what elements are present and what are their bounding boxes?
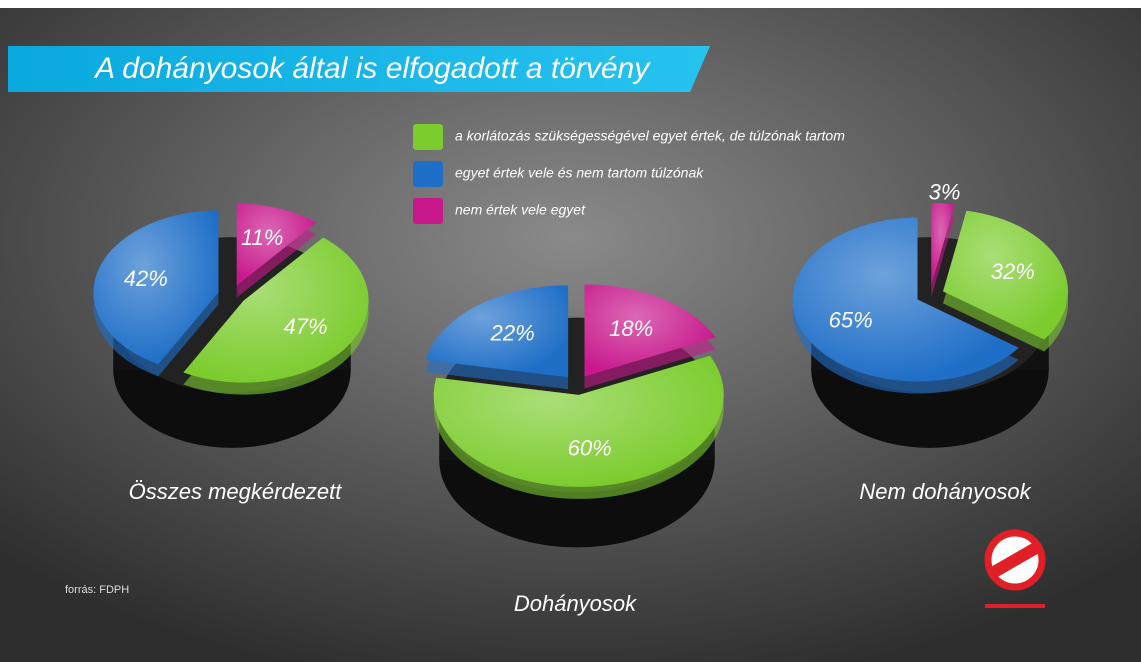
legend-label: egyet értek vele és nem tartom túlzónak [455,165,704,181]
value-label: 60% [568,435,612,460]
chart-title: Dohányosok [514,591,637,616]
chart-title: Nem dohányosok [859,479,1031,504]
infographic: A dohányosok által is elfogadott a törvé… [0,0,1141,662]
page: A dohányosok által is elfogadott a törvé… [0,0,1141,662]
title: A dohányosok által is elfogadott a törvé… [93,52,651,85]
legend-swatch [413,124,443,150]
value-label: 32% [991,259,1035,284]
legend-label: nem értek vele egyet [455,202,586,218]
source: forrás: FDPH [65,584,129,596]
legend-swatch [413,161,443,187]
legend-swatch [413,198,443,224]
value-label: 47% [284,314,328,339]
legend-label: a korlátozás szükségességével egyet érte… [455,128,845,144]
value-label: 65% [829,308,873,333]
value-label: 11% [241,225,283,250]
value-label: 42% [124,266,168,291]
chart-title: Összes megkérdezett [129,479,343,504]
value-label: 3% [929,179,961,204]
value-label: 18% [609,316,653,341]
value-label: 22% [490,321,535,346]
